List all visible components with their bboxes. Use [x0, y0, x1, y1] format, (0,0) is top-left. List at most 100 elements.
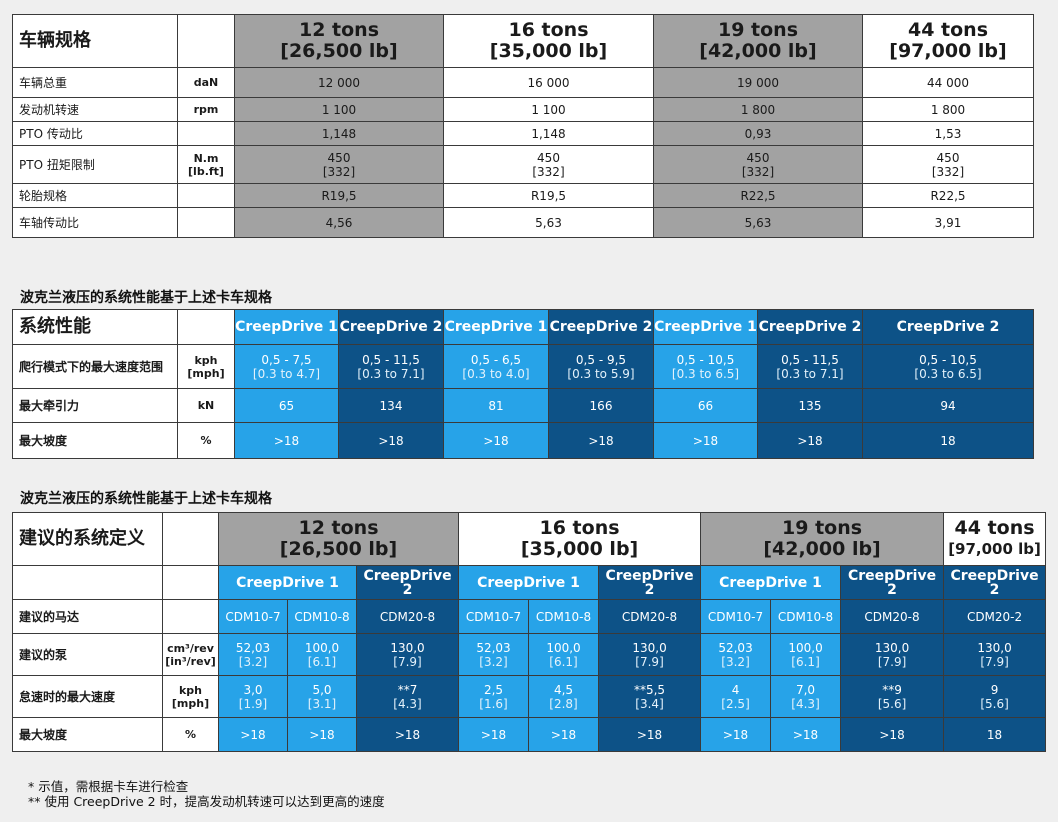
drive-header: CreepDrive 1: [443, 309, 549, 345]
value-main: >18: [273, 433, 300, 448]
table-row: PTO 扭矩限制 N.m [lb.ft] 450 [332] 450 [332] 450 [33…: [12, 145, 1034, 184]
value-cell: 0,93: [653, 121, 863, 146]
row-unit: %: [162, 717, 219, 752]
value-main: 450: [537, 150, 560, 165]
value-main: 450: [327, 150, 351, 165]
value-cell: 5,63: [443, 207, 654, 238]
value-main: R19,5: [530, 188, 567, 203]
value-main: >18: [378, 433, 404, 448]
value-main: >18: [797, 433, 823, 448]
drive-header: CreepDrive 2: [862, 309, 1034, 345]
value-cell: **7 [4.3]: [355, 675, 460, 718]
value-main: 0,5 - 9,5: [575, 352, 627, 367]
value-main: 7,0: [795, 682, 816, 697]
vehicle-spec-title: 车辆规格: [12, 14, 178, 68]
value-main: 52,03: [718, 640, 753, 655]
row-label: 轮胎规格: [12, 183, 178, 208]
value-cell: 0,5 - 9,5 [0.3 to 5.9]: [548, 344, 654, 389]
value-main: 52,03: [476, 640, 511, 655]
value-main: 52,03: [235, 640, 271, 655]
value-main: 0,5 - 10,5: [676, 352, 735, 367]
drive-header: CreepDrive 2: [598, 565, 702, 600]
table-row: 爬行模式下的最大速度范围 kph [mph] 0,5 - 7,5 [0.3 to 4.7…: [12, 344, 1034, 389]
value-cell: 0,5 - 10,5 [0.3 to 6.5]: [862, 344, 1034, 389]
drive-header: CreepDrive 1: [218, 565, 357, 600]
value-cell: **5,5 [3.4]: [598, 675, 702, 718]
value-main: 94: [940, 398, 956, 413]
row-label: 最大坡度: [12, 717, 163, 752]
table-row: 怠速时的最大速度 kph [mph] 3,0 [1.9] 5,0 [3.1] **7 [4.3]…: [12, 675, 1047, 718]
value-sub: [0.3 to 6.5]: [914, 366, 982, 381]
footnote: * 示值，需根据卡车进行检查: [28, 779, 189, 794]
value-main: >18: [879, 727, 905, 742]
value-sub: [6.1]: [791, 654, 820, 669]
value-sub: [0.3 to 5.9]: [567, 366, 635, 381]
motor-cell: CDM10-8: [528, 599, 600, 634]
value-main: R22,5: [930, 188, 966, 203]
value-cell: 44 000: [862, 67, 1034, 98]
value-main: **9: [882, 682, 902, 697]
value-cell: 0,5 - 7,5 [0.3 to 4.7]: [234, 344, 339, 389]
value-main: 1 100: [321, 102, 357, 117]
row-label: 最大牵引力: [12, 388, 178, 423]
value-cell: 1,148: [234, 121, 444, 146]
value-cell: 100,0 [6.1]: [528, 633, 600, 676]
value-main: 100,0: [788, 640, 823, 655]
value-main: **7: [397, 682, 418, 697]
value-cell: R19,5: [443, 183, 654, 208]
value-main: 1 800: [740, 102, 776, 117]
value-main: >18: [792, 727, 819, 742]
value-cell: 135: [757, 388, 863, 423]
row-unit: kN: [177, 388, 235, 423]
value-sub: [3.2]: [238, 654, 268, 669]
value-sub: [3.4]: [635, 696, 664, 711]
drive-header: CreepDrive 2: [548, 309, 654, 345]
value-main: 4,56: [325, 215, 353, 230]
value-cell: 5,63: [653, 207, 863, 238]
value-cell: 94: [862, 388, 1034, 423]
value-cell: 130,0 [7.9]: [840, 633, 945, 676]
table-row: 轮胎规格 R19,5 R19,5 R22,5 R22,5: [12, 183, 1034, 208]
drive-header: CreepDrive 1: [458, 565, 600, 600]
table-row: 最大坡度% >18 >18 >18 >18 >18 >18 >18 >18 >18 18: [12, 717, 1047, 752]
row-label: 爬行模式下的最大速度范围: [12, 344, 178, 389]
table-row: 最大坡度% >18 >18 >18 >18 >18 >18 18: [12, 422, 1034, 459]
value-cell: **9 [5.6]: [840, 675, 945, 718]
value-sub: [0.3 to 4.7]: [252, 366, 321, 381]
section-title: 波克兰液压的系统性能基于上述卡车规格: [20, 290, 272, 306]
motor-cell: CDM10-7: [700, 599, 772, 634]
unit-main: cm³/rev: [167, 641, 214, 655]
value-main: >18: [550, 727, 577, 742]
value-sub: [3.1]: [307, 696, 337, 711]
value-cell: R22,5: [653, 183, 863, 208]
value-sub: [7.9]: [635, 654, 664, 669]
value-cell: 450 [332]: [443, 145, 654, 184]
unit-main: kN: [197, 399, 215, 412]
footnote: ** 使用 CreepDrive 2 时，提高发动机转速可以达到更高的速度: [28, 794, 385, 809]
value-main: 81: [488, 398, 504, 413]
unit-main: N.m: [193, 151, 219, 165]
value-cell: 4,56: [234, 207, 444, 238]
empty-cell: [162, 565, 219, 600]
value-sub: [7.9]: [980, 654, 1009, 669]
value-cell: R22,5: [862, 183, 1034, 208]
motor-cell: CDM20-8: [355, 599, 460, 634]
value-cell: 1 800: [862, 97, 1034, 122]
system-performance-title: 系统性能: [12, 309, 178, 345]
value-cell: 450 [332]: [653, 145, 863, 184]
drive-header: CreepDrive 2: [840, 565, 945, 600]
column-header: 19 tons [42,000 lb]: [653, 14, 863, 68]
value-cell: 9 [5.6]: [943, 675, 1047, 718]
value-cell: >18: [770, 717, 842, 752]
value-sub: [5.6]: [877, 696, 907, 711]
value-main: 130,0: [977, 640, 1012, 655]
system-definition-table: 建议的系统定义 12 tons [26,500 lb] 16 tons [35,00…: [12, 512, 1047, 752]
value-main: 130,0: [874, 640, 910, 655]
value-main: 0,5 - 10,5: [919, 352, 977, 367]
value-cell: 52,03 [3.2]: [700, 633, 772, 676]
value-main: 1,148: [321, 126, 357, 141]
value-cell: 134: [338, 388, 444, 423]
value-main: 130,0: [390, 640, 425, 655]
value-main: 135: [798, 398, 822, 413]
value-main: 1 800: [930, 102, 966, 117]
